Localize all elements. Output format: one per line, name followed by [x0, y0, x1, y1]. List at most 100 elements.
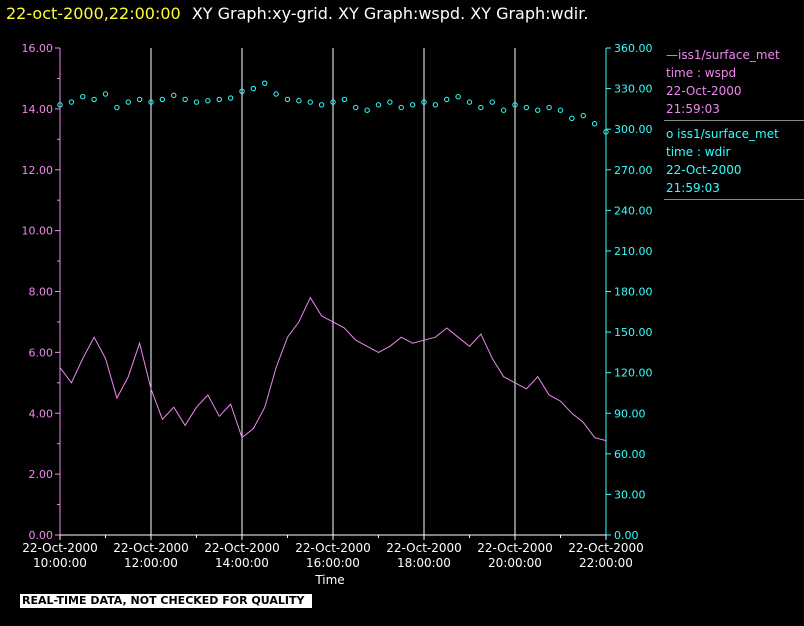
series-point-wdir	[432, 102, 439, 108]
series-point-wdir	[91, 96, 97, 103]
x-axis-label: Time	[315, 573, 345, 587]
y-left-tick-label: 8.00	[29, 286, 54, 299]
series-point-wdir	[387, 99, 393, 105]
y-left-tick-label: 0.00	[29, 529, 54, 542]
series-point-wdir	[455, 94, 461, 100]
legend-wspd-time: 21:59:03	[666, 102, 720, 116]
series-point-wdir	[603, 129, 609, 135]
x-tick-label-time: 20:00:00	[488, 556, 542, 570]
y-left-tick-label: 2.00	[29, 468, 54, 481]
y-right-tick-label: 210.00	[614, 245, 653, 258]
series-point-wdir	[80, 94, 86, 100]
series-point-wdir	[182, 96, 188, 103]
series-point-wdir	[273, 91, 279, 97]
y-right-tick-label: 180.00	[614, 286, 653, 299]
series-point-wdir	[546, 104, 552, 111]
series-point-wdir	[512, 102, 518, 108]
y-left-tick-label: 10.00	[22, 225, 54, 238]
series-point-wdir	[535, 107, 541, 113]
legend-entry-wspd: —iss1/surface_met time : wspd 22-Oct-200…	[664, 46, 804, 121]
series-point-wdir	[398, 104, 404, 111]
series-point-wdir	[580, 112, 586, 119]
legend-wdir-date: 22-Oct-2000	[666, 163, 742, 177]
y-left-tick-label: 6.00	[29, 346, 54, 359]
series-point-wdir	[466, 99, 473, 105]
x-tick-label-date: 22-Oct-2000	[386, 541, 462, 555]
series-point-wdir	[557, 107, 564, 113]
y-right-tick-label: 270.00	[614, 164, 653, 177]
series-point-wdir	[500, 107, 507, 113]
series-point-wdir	[284, 96, 291, 103]
y-right-tick-label: 60.00	[614, 448, 646, 461]
chart-header: 22-oct-2000,22:00:00 XY Graph:xy-grid. X…	[6, 2, 588, 26]
series-point-wdir	[523, 104, 530, 111]
series-point-wdir	[307, 99, 313, 105]
series-point-wdir	[136, 96, 143, 103]
x-tick-label-time: 16:00:00	[306, 556, 360, 570]
series-point-wdir	[421, 99, 427, 105]
series-point-wdir	[409, 102, 416, 108]
x-tick-label-time: 10:00:00	[33, 556, 87, 570]
series-point-wdir	[102, 91, 109, 97]
quality-disclaimer: REAL-TIME DATA, NOT CHECKED FOR QUALITY	[20, 594, 312, 608]
series-point-wdir	[125, 99, 131, 105]
series-line-wspd	[59, 296, 607, 442]
series-point-wdir	[227, 95, 234, 101]
legend-entry-wdir: o iss1/surface_met time : wdir 22-Oct-20…	[664, 125, 804, 200]
y-left-tick-label: 16.00	[22, 42, 54, 55]
series-point-wdir	[57, 102, 63, 108]
series-point-wdir	[296, 98, 302, 104]
x-tick-label-time: 18:00:00	[397, 556, 451, 570]
series-point-wdir	[318, 102, 325, 108]
series-point-wdir	[364, 107, 370, 113]
series-point-wdir	[591, 121, 598, 127]
y-left-tick-label: 4.00	[29, 407, 54, 420]
legend-wdir-time: 21:59:03	[666, 181, 720, 195]
x-tick-label-date: 22-Oct-2000	[22, 541, 98, 555]
y-right-tick-label: 240.00	[614, 204, 653, 217]
legend-wspd-variable: time : wspd	[666, 66, 737, 80]
series-point-wdir	[330, 99, 336, 105]
y-right-tick-label: 300.00	[614, 123, 653, 136]
series-point-wdir	[489, 99, 495, 105]
y-right-tick-label: 360.00	[614, 42, 653, 55]
series-point-wdir	[159, 96, 166, 103]
series-point-wdir	[171, 92, 177, 99]
series-point-wdir	[148, 99, 154, 105]
series-point-wdir	[250, 85, 257, 92]
header-timestamp: 22-oct-2000,22:00:00	[6, 4, 181, 23]
series-point-wdir	[114, 104, 120, 111]
series-point-wdir	[375, 102, 382, 108]
x-tick-label-date: 22-Oct-2000	[204, 541, 280, 555]
series-point-wdir	[478, 104, 484, 111]
y-right-tick-label: 0.00	[614, 529, 639, 542]
header-graph-titles: XY Graph:xy-grid. XY Graph:wspd. XY Grap…	[191, 4, 589, 23]
x-tick-label-date: 22-Oct-2000	[295, 541, 371, 555]
y-right-tick-label: 330.00	[614, 83, 653, 96]
series-point-wdir	[262, 80, 268, 86]
legend-wdir-variable: time : wdir	[666, 145, 731, 159]
legend-wspd-source: —iss1/surface_met	[666, 48, 780, 62]
y-right-tick-label: 120.00	[614, 367, 653, 380]
series-point-wdir	[569, 115, 575, 122]
series-point-wdir	[193, 99, 200, 105]
y-right-tick-label: 90.00	[614, 407, 646, 420]
y-right-tick-label: 150.00	[614, 326, 653, 339]
series-point-wdir	[216, 96, 222, 103]
x-tick-label-date: 22-Oct-2000	[113, 541, 189, 555]
x-tick-label-date: 22-Oct-2000	[568, 541, 644, 555]
series-point-wdir	[68, 99, 75, 105]
y-left-tick-label: 12.00	[22, 164, 54, 177]
legend-wspd-date: 22-Oct-2000	[666, 84, 742, 98]
series-point-wdir	[239, 88, 245, 94]
series-point-wdir	[444, 96, 450, 103]
x-tick-label-time: 22:00:00	[579, 556, 633, 570]
y-left-tick-label: 14.00	[22, 103, 54, 116]
x-tick-label-date: 22-Oct-2000	[477, 541, 553, 555]
series-point-wdir	[341, 96, 348, 103]
x-tick-label-time: 12:00:00	[124, 556, 178, 570]
legend: —iss1/surface_met time : wspd 22-Oct-200…	[664, 46, 804, 204]
series-point-wdir	[353, 104, 359, 111]
legend-wdir-source: o iss1/surface_met	[666, 127, 779, 141]
